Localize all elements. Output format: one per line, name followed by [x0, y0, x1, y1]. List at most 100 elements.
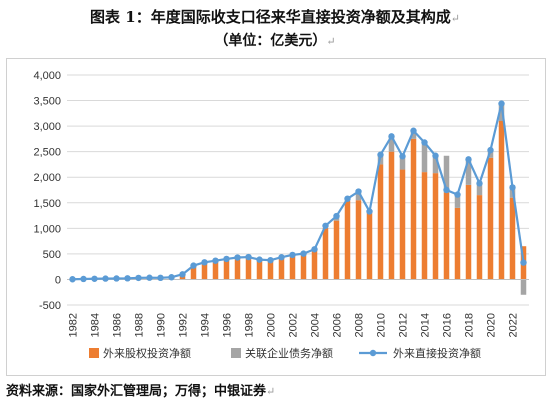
legend: 外来股权投资净额 关联企业债务净额 外来直接投资净额	[89, 346, 481, 360]
bar-debt	[443, 155, 450, 193]
y-tick-label: 1,000	[33, 223, 61, 235]
total-point	[135, 274, 142, 282]
x-tick-label: 2016	[441, 313, 453, 337]
bar-equity	[289, 254, 296, 280]
total-point	[190, 262, 197, 269]
total-point	[465, 156, 472, 163]
x-tick-label: 2022	[507, 313, 519, 337]
y-tick-label: 2,500	[33, 147, 61, 159]
bar-equity	[190, 265, 197, 280]
total-point	[322, 222, 329, 229]
total-point	[432, 152, 439, 159]
total-point	[124, 275, 131, 282]
chart-unit: （单位：亿美元）↵	[214, 33, 336, 49]
total-point	[366, 208, 373, 215]
x-tick-label: 2004	[309, 313, 321, 337]
chart-frame: -500 0 500 1,000 1,500 2,000 2,500 3,000 3,500 4,…	[6, 58, 546, 376]
bar-debt	[487, 150, 494, 158]
bar-debt	[388, 136, 395, 152]
bar-equity	[399, 169, 406, 280]
total-point	[377, 151, 384, 158]
x-tick-label: 2008	[353, 313, 365, 337]
source-note: 资料来源：国家外汇管理局；万得；中银证券↵	[6, 384, 276, 399]
total-point	[311, 246, 318, 253]
bar-equity	[465, 184, 472, 280]
total-line	[69, 100, 527, 283]
legend-label-debt: 关联企业债务净额	[245, 346, 333, 360]
bar-debt	[421, 142, 428, 173]
bar-equity	[311, 249, 318, 280]
total-point	[278, 254, 285, 261]
total-point	[256, 256, 263, 263]
bar-equity	[234, 257, 241, 280]
x-tick-label: 2012	[397, 313, 409, 337]
x-tick-label: 1982	[67, 313, 79, 337]
bar-equity	[223, 258, 230, 280]
x-tick-label: 1986	[111, 313, 123, 337]
bar-equity	[443, 192, 450, 280]
x-tick-label: 2002	[287, 313, 299, 337]
legend-label-equity: 外来股权投资净额	[103, 346, 191, 360]
x-tick-labels: 1982 1984 1986 1988 1990 1992 1994 1996 1998 2000…	[67, 313, 519, 337]
bar-equity	[377, 164, 384, 280]
total-point	[509, 184, 516, 191]
total-point	[476, 180, 483, 187]
x-tick-label: 1996	[221, 313, 233, 337]
bar-debt	[355, 192, 362, 201]
total-point	[289, 251, 296, 259]
total-point	[245, 253, 252, 261]
x-tick-label: 2020	[485, 313, 497, 337]
y-tick-label: 1,500	[33, 198, 61, 210]
total-point	[520, 259, 527, 266]
y-tick-label: 4,000	[33, 70, 61, 82]
x-tick-label: 2000	[265, 313, 277, 337]
bar-equity	[245, 257, 252, 280]
bar-equity	[476, 195, 483, 280]
bar-debt	[520, 279, 527, 295]
total-point	[333, 212, 340, 220]
bars	[69, 103, 527, 295]
total-point	[146, 274, 153, 281]
legend-swatch-total-marker	[369, 349, 377, 357]
bar-equity	[344, 200, 351, 280]
bar-equity	[487, 157, 494, 280]
bar-debt	[399, 156, 406, 170]
bar-equity	[509, 197, 516, 280]
total-point	[487, 146, 494, 154]
x-tick-label: 1994	[199, 313, 211, 337]
total-point	[388, 133, 395, 140]
x-tick-label: 1988	[133, 313, 145, 337]
chart-title: 图表 1：年度国际收支口径来华直接投资净额及其构成↵	[90, 8, 460, 26]
total-point	[157, 274, 164, 282]
total-point	[201, 259, 208, 266]
legend-swatch-equity	[89, 348, 99, 358]
bar-equity	[201, 262, 208, 280]
x-tick-label: 2006	[331, 313, 343, 337]
bar-equity	[432, 173, 439, 280]
bar-equity	[454, 207, 461, 280]
x-tick-label: 1992	[177, 313, 189, 337]
grid-lines	[67, 74, 529, 306]
x-tick-label: 2014	[419, 313, 431, 337]
bar-equity	[267, 260, 274, 280]
y-tick-labels: -500 0 500 1,000 1,500 2,000 2,500 3,000 3,500 4,…	[33, 70, 61, 312]
bar-equity	[300, 253, 307, 280]
x-tick-label: 2010	[375, 313, 387, 337]
x-tick-label: 1990	[155, 313, 167, 337]
chart-svg: -500 0 500 1,000 1,500 2,000 2,500 3,000 3,500 4,…	[33, 70, 529, 360]
bar-debt	[454, 193, 461, 208]
total-point	[410, 127, 417, 134]
y-tick-label: -500	[39, 300, 61, 312]
bar-equity	[355, 200, 362, 280]
y-tick-label: 500	[43, 249, 61, 261]
x-tick-label: 1998	[243, 313, 255, 337]
total-point	[454, 191, 461, 198]
total-point	[234, 254, 241, 261]
bar-equity	[212, 260, 219, 280]
bar-equity	[388, 151, 395, 280]
total-point	[212, 257, 219, 264]
bar-equity	[421, 172, 428, 280]
y-tick-label: 3,000	[33, 121, 61, 133]
total-point	[498, 100, 505, 107]
legend-swatch-debt	[231, 348, 241, 358]
